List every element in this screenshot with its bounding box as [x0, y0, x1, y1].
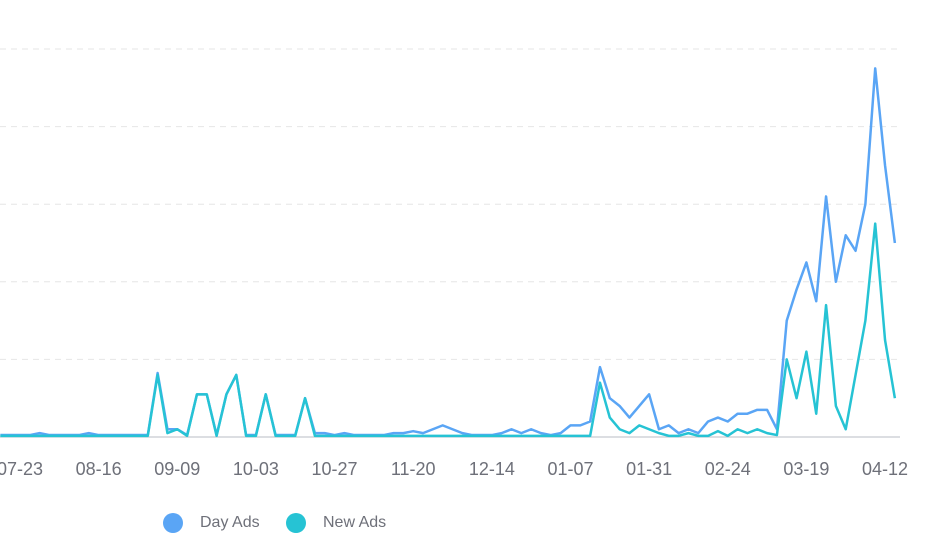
- x-tick-label: 03-19: [783, 459, 829, 479]
- x-tick-label: 02-24: [705, 459, 751, 479]
- x-tick-label: 01-07: [547, 459, 593, 479]
- x-tick-label: 04-12: [862, 459, 908, 479]
- series-line: [0, 222, 897, 438]
- x-tick-label: 01-31: [626, 459, 672, 479]
- legend-marker[interactable]: [163, 513, 183, 533]
- legend-label[interactable]: Day Ads: [200, 514, 260, 531]
- x-tick-label: 10-03: [233, 459, 279, 479]
- x-tick-label: 10-27: [312, 459, 358, 479]
- series-line: [0, 67, 897, 437]
- legend-label[interactable]: New Ads: [323, 514, 386, 531]
- legend-marker[interactable]: [286, 513, 306, 533]
- x-tick-label: 09-09: [154, 459, 200, 479]
- x-tick-label: 07-23: [0, 459, 43, 479]
- x-tick-label: 12-14: [469, 459, 515, 479]
- x-tick-label: 08-16: [76, 459, 122, 479]
- x-tick-label: 11-20: [391, 459, 436, 479]
